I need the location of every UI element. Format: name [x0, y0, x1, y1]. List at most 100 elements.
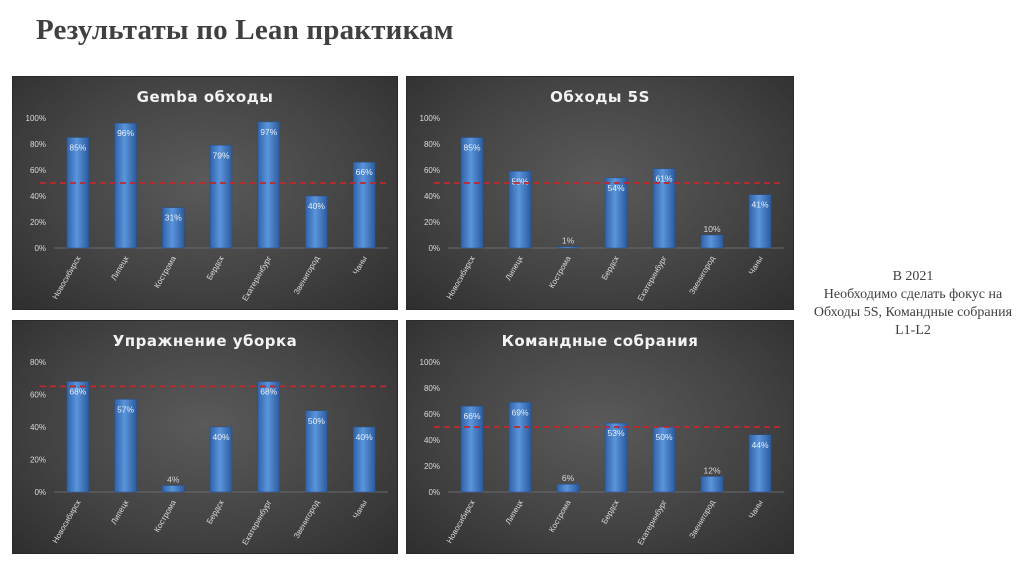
- chart-5s: Обходы 5S 0% 20% 40% 60% 80% 100% 85% Новосибирс…: [406, 76, 794, 310]
- bar-4: [209, 426, 233, 493]
- data-label: 50%: [655, 432, 672, 442]
- category-label: Екатеринбург: [240, 254, 273, 302]
- y-tick-label: 80%: [424, 384, 440, 393]
- category-label: Екатеринбург: [636, 498, 669, 546]
- data-label: 68%: [260, 387, 277, 397]
- data-label: 85%: [463, 143, 480, 153]
- data-label: 10%: [703, 224, 720, 234]
- chart-svg: Упражнение уборка 0% 20% 40% 60% 80% 68% Новоси…: [30, 332, 388, 547]
- bar-1: [460, 137, 484, 249]
- category-label: Новосибирск: [51, 498, 83, 545]
- category-label: Звенигород: [292, 498, 321, 540]
- chart-team-meetings: Командные собрания 0% 20% 40% 60% 80% 100% 66% Н…: [406, 320, 794, 554]
- data-label: 41%: [751, 200, 768, 210]
- y-tick-label: 20%: [424, 218, 440, 227]
- y-tick-label: 60%: [424, 166, 440, 175]
- category-label: Звенигород: [292, 254, 321, 296]
- category-label: Екатеринбург: [240, 498, 273, 546]
- chart-gemba: Gemba обходы 0% 20% 40% 60% 80% 100% 85% Новосиб…: [12, 76, 398, 310]
- data-label: 31%: [165, 213, 182, 223]
- bar-7: [352, 426, 376, 493]
- y-tick-label: 40%: [30, 192, 46, 201]
- y-tick-label: 0%: [34, 488, 46, 497]
- category-label: Новосибирск: [445, 498, 477, 545]
- y-tick-label: 60%: [30, 391, 46, 400]
- y-tick-label: 20%: [424, 462, 440, 471]
- category-label: Кострома: [152, 254, 178, 290]
- bar-6: [305, 410, 328, 493]
- y-tick-label: 0%: [428, 488, 440, 497]
- category-label: Чаны: [747, 254, 765, 276]
- data-label: 59%: [511, 176, 528, 186]
- chart-title: Командные собрания: [502, 332, 699, 350]
- bar-2: [114, 122, 137, 249]
- y-tick-label: 100%: [420, 358, 440, 367]
- category-label: Чаны: [747, 498, 765, 520]
- category-label: Кострома: [547, 254, 573, 290]
- data-label: 44%: [751, 440, 768, 450]
- category-label: Бердск: [205, 254, 226, 282]
- chart-title: Обходы 5S: [550, 88, 650, 106]
- data-label: 53%: [607, 428, 624, 438]
- y-tick-label: 20%: [30, 218, 46, 227]
- bar-4: [604, 177, 628, 249]
- chart-svg: Командные собрания 0% 20% 40% 60% 80% 100% 66% Н…: [420, 332, 784, 547]
- note-text: Необходимо сделать фокус на Обходы 5S, К…: [813, 287, 1013, 338]
- y-tick-label: 80%: [424, 140, 440, 149]
- bar-1: [66, 381, 90, 493]
- bar-3: [162, 207, 185, 249]
- chart-title: Упражнение уборка: [113, 332, 298, 350]
- data-label: 66%: [356, 167, 373, 177]
- data-label: 1%: [562, 236, 575, 246]
- bar-1: [66, 137, 90, 249]
- note-year: В 2021: [892, 269, 934, 284]
- data-label: 96%: [117, 128, 134, 138]
- bar-6: [305, 195, 328, 249]
- category-label: Бердск: [600, 498, 621, 526]
- y-tick-label: 0%: [34, 244, 46, 253]
- chart-title: Gemba обходы: [137, 88, 274, 106]
- bar-2: [508, 171, 532, 249]
- category-label: Чаны: [351, 498, 369, 520]
- bar-4: [209, 145, 233, 249]
- chart-svg: Gemba обходы 0% 20% 40% 60% 80% 100% 85% Новосиб…: [26, 88, 388, 303]
- category-label: Липецк: [109, 498, 130, 526]
- y-tick-label: 40%: [30, 423, 46, 432]
- y-tick-label: 40%: [424, 436, 440, 445]
- category-label: Звенигород: [687, 498, 716, 540]
- conclusion-note: В 2021 Необходимо сделать фокус на Обход…: [808, 268, 1018, 340]
- data-label: 4%: [167, 475, 180, 485]
- category-label: Новосибирск: [445, 254, 477, 301]
- data-label: 12%: [703, 465, 720, 475]
- data-label: 40%: [356, 432, 373, 442]
- bar-5: [257, 381, 280, 493]
- y-tick-label: 80%: [30, 358, 46, 367]
- y-tick-label: 20%: [30, 456, 46, 465]
- bar-5: [257, 121, 280, 249]
- data-label: 54%: [607, 183, 624, 193]
- data-label: 68%: [69, 387, 86, 397]
- category-label: Липецк: [109, 254, 130, 282]
- data-label: 6%: [562, 473, 575, 483]
- y-tick-label: 100%: [420, 114, 440, 123]
- data-label: 97%: [260, 127, 277, 137]
- data-label: 66%: [463, 411, 480, 421]
- bar-3: [162, 485, 185, 493]
- bar-7: [352, 161, 376, 249]
- data-label: 69%: [511, 407, 528, 417]
- bar-3: [556, 246, 580, 249]
- category-label: Бердск: [600, 254, 621, 282]
- data-label: 79%: [212, 150, 229, 160]
- data-label: 85%: [69, 143, 86, 153]
- y-tick-label: 60%: [424, 410, 440, 419]
- bar-5: [652, 168, 676, 249]
- bar-3: [556, 483, 580, 493]
- data-label: 61%: [655, 174, 672, 184]
- bar-4: [604, 422, 628, 493]
- bar-6: [700, 476, 724, 493]
- bar-6: [700, 234, 724, 249]
- category-label: Новосибирск: [51, 254, 83, 301]
- y-tick-label: 40%: [424, 192, 440, 201]
- category-label: Липецк: [504, 254, 525, 282]
- category-label: Кострома: [547, 498, 573, 534]
